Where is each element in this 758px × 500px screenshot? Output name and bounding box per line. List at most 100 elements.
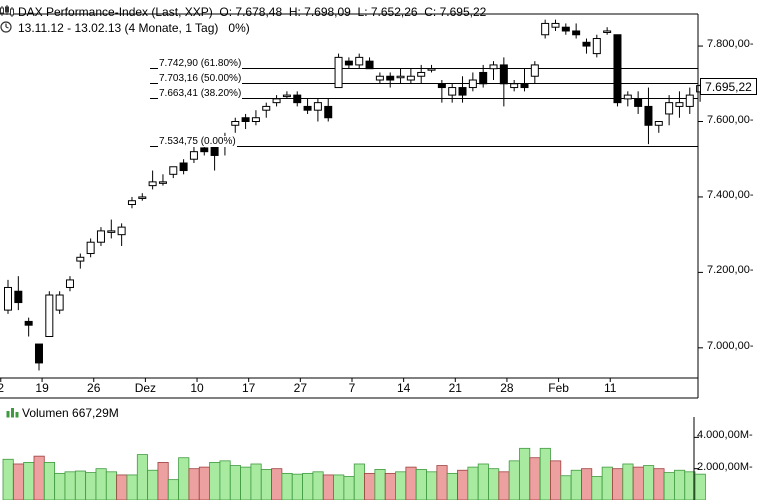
range-tail: 0%) (228, 21, 250, 35)
volume-bar (384, 472, 396, 500)
candle-body (386, 75, 395, 81)
candle-body (158, 181, 167, 184)
candle-body (654, 121, 663, 126)
volume-bar (343, 476, 355, 500)
candle-body (127, 200, 136, 205)
candle-body (406, 75, 415, 81)
candle-body (55, 294, 64, 311)
x-tick-27: 27 (293, 381, 308, 395)
volume-bar (188, 468, 200, 500)
volume-bar (539, 447, 551, 500)
volume-bar (508, 460, 520, 500)
candle-body (468, 79, 477, 89)
volume-bar (95, 468, 107, 500)
candle-body (396, 75, 405, 79)
y-tick-7200: 7.200,00- (707, 264, 754, 277)
candle-body (45, 294, 54, 338)
volume-bar (312, 471, 324, 500)
volume-bar (85, 472, 97, 500)
open-value: O: 7.678,48 (219, 5, 283, 19)
candle-body (169, 166, 178, 175)
y-tick-7400: 7.400,00- (707, 188, 754, 201)
volume-bar (581, 468, 593, 500)
volume-bar (467, 466, 479, 500)
candle-body (479, 71, 488, 85)
volume-bar (570, 469, 582, 500)
volume-bar (209, 462, 221, 500)
candle-body (231, 121, 240, 126)
volume-bar (322, 474, 334, 500)
candle-body (200, 147, 209, 153)
header-range-row: 13.11.12 - 13.02.13 (4 Monate, 1 Tag) 0%… (0, 21, 250, 35)
candle-body (592, 38, 601, 55)
volume-bar (147, 469, 159, 500)
volume-bar (488, 468, 500, 500)
volume-bar (560, 475, 572, 500)
candle-body (499, 64, 508, 85)
volume-bar (612, 468, 624, 500)
x-tick-26: 26 (87, 381, 101, 395)
volume-bar (591, 476, 603, 500)
volume-bar (271, 468, 283, 500)
candle-body (685, 94, 694, 107)
y-tick-7800: 7.800,00- (707, 38, 754, 51)
volume-bar (229, 465, 241, 500)
candle-body (582, 41, 591, 47)
x-tick-17: 17 (242, 381, 256, 395)
volume-bar (415, 469, 427, 500)
volume-bar (260, 469, 272, 500)
x-tick-14: 14 (396, 381, 411, 395)
fib-label-0: 7.534,75 (0.00%) (158, 135, 237, 147)
candle-body (179, 162, 188, 172)
candle-body (551, 22, 560, 28)
candle-body (293, 94, 302, 104)
x-tick-19: 19 (35, 381, 49, 395)
volume-bar (2, 458, 14, 500)
x-tick-2: 2 (0, 381, 5, 395)
x-tick-7: 7 (348, 381, 356, 395)
candle-body (324, 105, 333, 119)
candle-body (241, 117, 250, 123)
candle-body (344, 60, 353, 66)
candle-body (365, 60, 374, 70)
y-tick-7000: 7.000,00- (707, 339, 754, 352)
candle-body (86, 241, 95, 255)
candle-body (644, 105, 653, 126)
candle-body (613, 34, 622, 104)
volume-bar (43, 462, 56, 500)
volume-bar (632, 466, 644, 500)
x-tick-feb: Feb (548, 381, 569, 395)
volume-bar (601, 466, 613, 500)
close-value: C: 7.695,22 (424, 5, 487, 19)
candle-body (65, 279, 74, 288)
candle-body (96, 230, 105, 243)
volume-bar (694, 473, 706, 500)
x-tick-10: 10 (190, 381, 204, 395)
candle-body (437, 83, 446, 89)
volume-bar (477, 463, 489, 500)
candle-body (251, 117, 260, 123)
candle-body (458, 87, 467, 96)
volume-bar (157, 462, 169, 500)
volume-bar (281, 472, 293, 500)
candle-body (355, 56, 364, 66)
candle-body (24, 320, 33, 326)
candle-body (262, 105, 271, 111)
volume-bar (291, 473, 303, 500)
candle-body (417, 71, 426, 77)
volume-bar (395, 471, 407, 500)
candle-body (489, 64, 498, 70)
price-grid (0, 13, 703, 382)
volume-bar (178, 457, 190, 500)
volume-series (0, 397, 706, 500)
candle-body (148, 181, 157, 187)
volume-bar (457, 469, 469, 500)
volume-bar (436, 465, 448, 500)
volume-bar (364, 472, 376, 500)
candle-body (334, 56, 343, 89)
volume-bar (54, 472, 66, 500)
volume-bar (374, 469, 386, 500)
volume-bar (105, 471, 118, 500)
candle-body (282, 94, 291, 98)
candle-body (313, 102, 322, 111)
